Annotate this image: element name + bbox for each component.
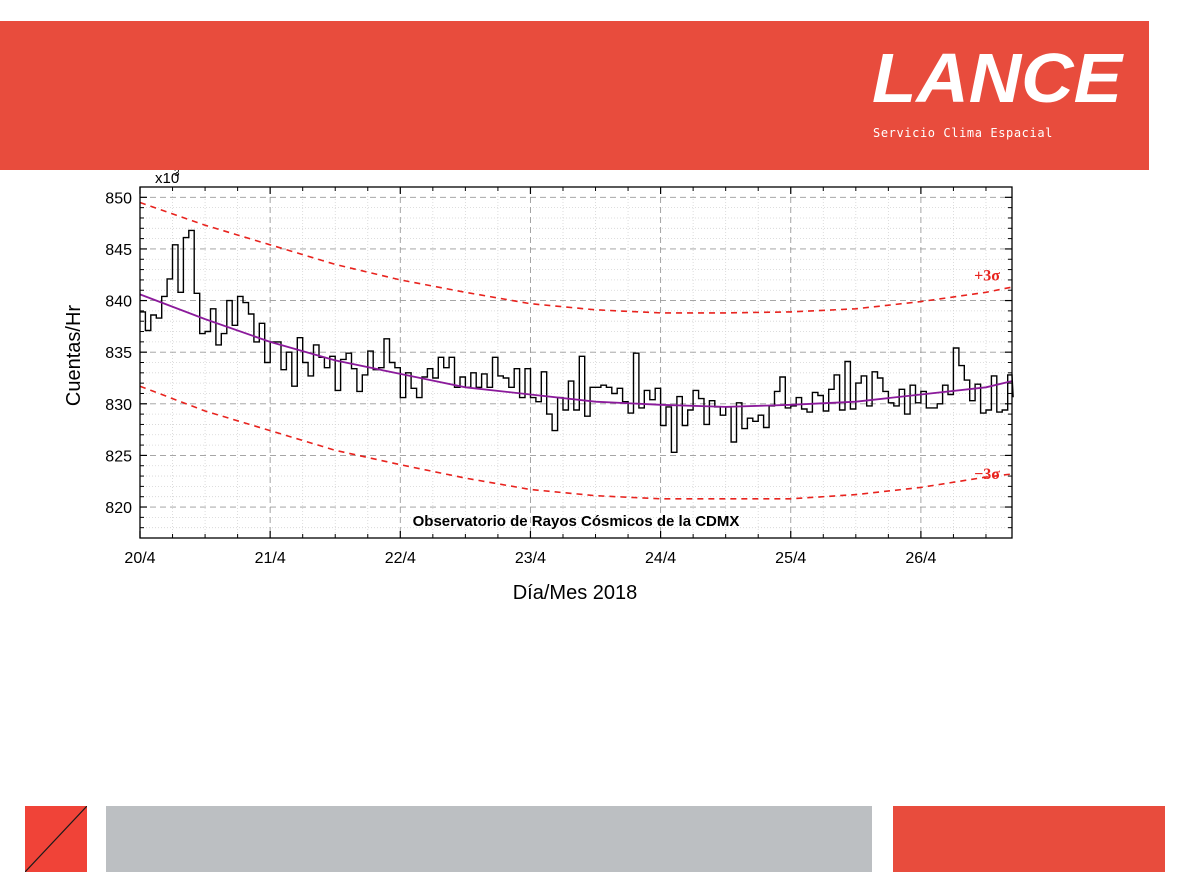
plus-3sigma-label: +3σ (974, 267, 1000, 284)
x-tick-label: 24/4 (645, 550, 676, 567)
y-tick-label: 830 (105, 397, 132, 414)
footer-red-bar (893, 806, 1165, 872)
y-multiplier-exponent: 3 (174, 170, 180, 179)
y-tick-label: 850 (105, 190, 132, 207)
cosmic-ray-chart: 820 825 830 835 840 845 850 20/4 21/4 22/4 23/4 24/… (63, 170, 1014, 604)
x-tick-label: 21/4 (255, 550, 286, 567)
minus-3sigma-label: −3σ (974, 466, 1000, 483)
x-tick-label: 23/4 (515, 550, 546, 567)
counts-step-line (140, 229, 1014, 453)
header-band (0, 21, 1149, 170)
x-tick-label: 20/4 (124, 550, 155, 567)
logo-subtitle: Servicio Clima Espacial (873, 126, 1053, 140)
minus-3sigma-line (139, 385, 1013, 500)
y-tick-label: 845 (105, 242, 132, 259)
y-tick-label: 840 (105, 294, 132, 311)
y-axis-label: Cuentas/Hr (63, 305, 85, 406)
y-multiplier: x10 (155, 170, 179, 187)
lance-logo-wordmark: LANCE (872, 39, 1124, 110)
x-tick-label: 26/4 (905, 550, 936, 567)
x-tick-label: 25/4 (775, 550, 806, 567)
x-tick-label: 22/4 (385, 550, 416, 567)
y-tick-label: 825 (105, 448, 132, 465)
lance-logo: LANCE (872, 39, 1124, 110)
chart-title: Observatorio de Rayos Cósmicos de la CDM… (413, 513, 740, 530)
fit-curve (139, 293, 1013, 408)
plus-3sigma-line (139, 201, 1013, 314)
y-tick-label: 820 (105, 500, 132, 517)
x-axis-label: Día/Mes 2018 (513, 582, 638, 604)
y-tick-label: 835 (105, 345, 132, 362)
footer-gray-bar (106, 806, 872, 872)
footer-logo-square (25, 806, 87, 872)
